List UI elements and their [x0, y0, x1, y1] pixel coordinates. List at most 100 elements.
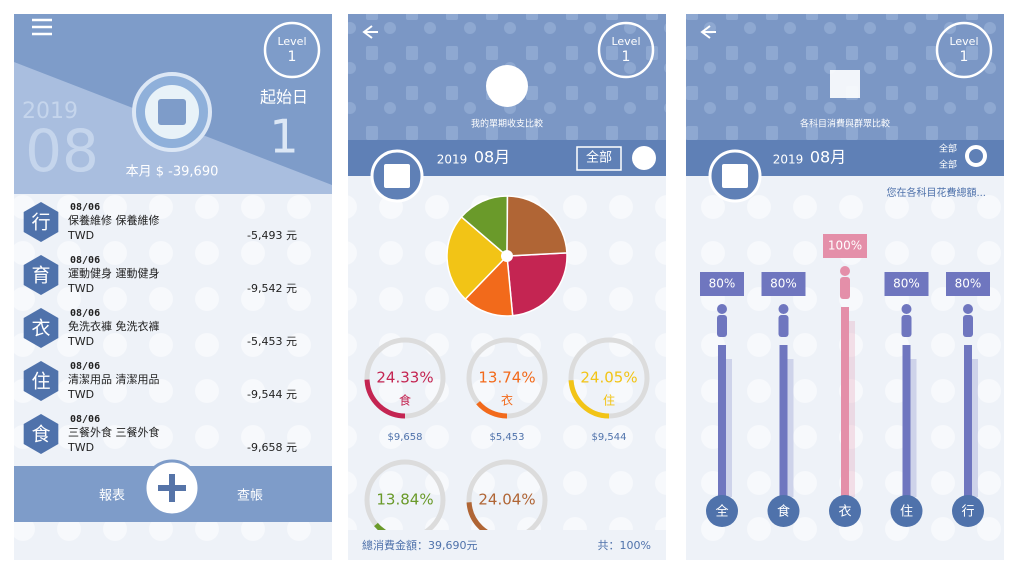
person-head [901, 304, 912, 314]
value-badge [946, 272, 990, 296]
filter: 全部 [586, 150, 612, 166]
transaction-title: 保養維修 保養維修 [68, 213, 160, 227]
bar [964, 345, 972, 497]
category-icon: 食 [31, 424, 50, 446]
filter-button[interactable] [576, 146, 622, 171]
caption: 各科目消費與群眾比較 [800, 118, 890, 130]
category-button[interactable] [706, 495, 738, 527]
level-badge [935, 21, 993, 79]
year: 2019 [437, 153, 468, 167]
transaction-title: 三餐外食 三餐外食 [68, 425, 160, 439]
transaction-date: 08/06 [70, 414, 100, 425]
filter[interactable]: 全部 [939, 143, 957, 155]
transaction-amount: -5,453 元 [247, 335, 297, 348]
category-hex [23, 361, 59, 401]
menu-icon[interactable] [32, 18, 52, 36]
person-body [901, 315, 912, 337]
category-button[interactable] [767, 495, 800, 527]
report-button[interactable]: 報表 [99, 489, 125, 504]
transaction-amount: -9,542 元 [247, 282, 297, 295]
start-day: 1 [269, 110, 298, 164]
compare-icon [830, 70, 860, 98]
back-button[interactable] [700, 25, 716, 39]
transaction-amount: -9,658 元 [247, 441, 297, 454]
month: 08月 [810, 148, 846, 167]
category-button[interactable] [952, 495, 984, 527]
value-label: 80% [955, 277, 982, 291]
transaction-title: 運動健身 運動健身 [68, 266, 160, 280]
value-badge [823, 234, 867, 258]
transaction-date: 08/06 [70, 308, 100, 319]
value-badge [700, 272, 744, 296]
gauge-label: 24.33% [376, 369, 433, 387]
level-badge [263, 21, 321, 79]
bar-shadow [972, 359, 978, 497]
calendar-glyph [722, 164, 748, 188]
plus-glyph [158, 474, 186, 502]
settings-button[interactable] [965, 145, 987, 167]
bar-shadow [787, 359, 794, 497]
transaction-amount: -5,493 元 [247, 229, 297, 242]
category-label: 衣 [838, 504, 851, 520]
gauge-label: 13.84% [376, 491, 433, 509]
note-glyph [158, 99, 186, 125]
gauge-label: 13.74% [478, 369, 535, 387]
category-icon: 行 [31, 212, 50, 234]
note: 您在各科目花費總額... [886, 186, 986, 199]
level-value: 1 [622, 49, 631, 65]
level-value: 1 [288, 49, 297, 65]
bar-shadow [726, 359, 732, 497]
value-badge [884, 272, 929, 296]
footer-mask [348, 530, 666, 560]
gauge-label: 24.04% [478, 491, 535, 509]
transaction-currency: TWD [67, 282, 94, 295]
person-body [963, 315, 973, 337]
sum: 共：100% [598, 539, 651, 552]
gauge-amount: $9,544 [592, 432, 627, 443]
person-head [840, 266, 850, 276]
value-label: 80% [709, 277, 736, 291]
category-hex [23, 202, 59, 242]
caption: 我的單期收支比較 [471, 118, 543, 130]
people-button[interactable] [632, 146, 656, 170]
level-label: Level [949, 35, 978, 48]
level-badge [597, 21, 655, 79]
pie-slice [506, 252, 568, 317]
gauge-arc [568, 380, 610, 419]
review-button[interactable]: 查帳 [237, 489, 263, 504]
monthly-total: 本月 $ -39,690 [126, 165, 219, 180]
pie-icon [486, 65, 528, 107]
category-icon: 衣 [31, 318, 50, 340]
gauge-arc [476, 400, 508, 419]
transaction-date: 08/06 [70, 202, 100, 213]
category-label: 行 [961, 505, 974, 520]
gauge-name: 住 [603, 394, 615, 408]
person-head [717, 304, 727, 314]
category-button[interactable] [890, 495, 923, 527]
pie-slice [446, 215, 509, 301]
level-label: Level [277, 35, 306, 48]
level-value: 1 [960, 49, 969, 65]
total: 總消費金額：39,690元 [362, 538, 478, 552]
value-label: 80% [770, 277, 797, 291]
transaction-title: 免洗衣褲 免洗衣褲 [68, 319, 160, 333]
pie-hole [501, 250, 513, 262]
category-button[interactable] [829, 495, 861, 527]
gauge-name: 食 [399, 393, 411, 408]
back-button[interactable] [362, 25, 378, 39]
category-icon: 住 [31, 371, 50, 393]
start-label: 起始日 [260, 88, 308, 107]
person-head [778, 304, 789, 314]
person-head [963, 304, 973, 314]
bar [779, 345, 788, 497]
pie-slice [506, 195, 568, 257]
transaction-currency: TWD [67, 388, 94, 401]
pie-slice [460, 195, 509, 258]
bar [841, 307, 849, 497]
category-hex [23, 414, 59, 454]
transaction-date: 08/06 [70, 361, 100, 372]
pie-slice [464, 254, 514, 317]
transaction-currency: TWD [67, 441, 94, 454]
filter[interactable]: 全部 [939, 159, 957, 171]
